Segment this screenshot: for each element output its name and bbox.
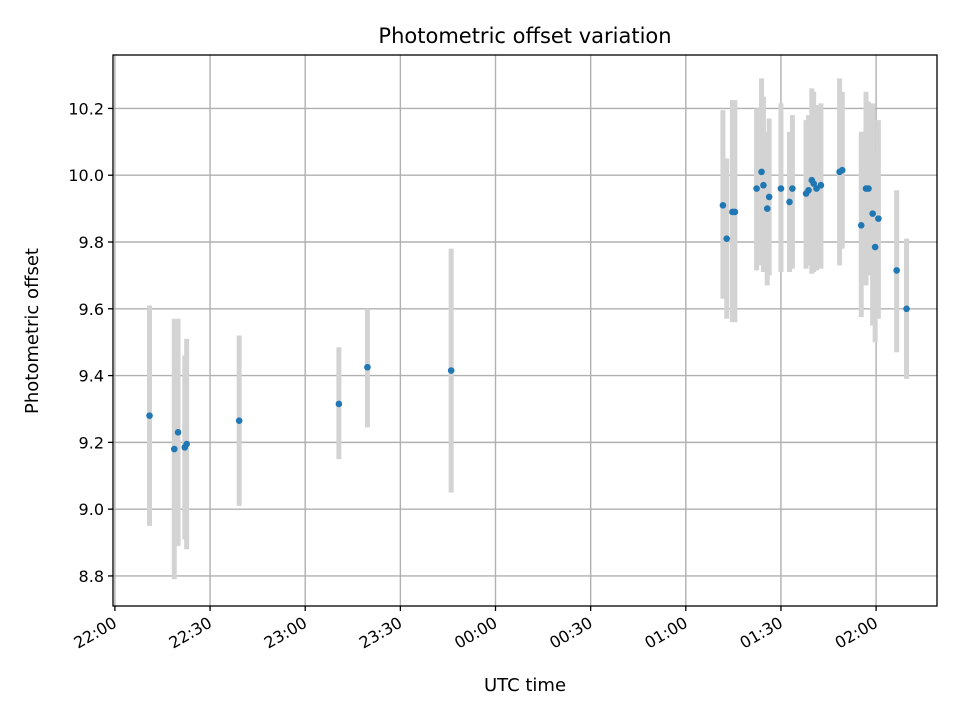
x-tick-label: 01:30 — [737, 613, 786, 653]
data-point — [763, 205, 771, 212]
x-tick-label: 00:00 — [451, 613, 500, 653]
x-tick-label: 01:00 — [641, 613, 690, 653]
data-point — [871, 243, 879, 251]
data-point — [753, 185, 760, 192]
data-point — [731, 208, 739, 216]
x-tick-label: 23:00 — [261, 613, 310, 653]
x-tick-label: 00:30 — [546, 613, 595, 653]
plot-frame — [112, 54, 938, 607]
data-point — [857, 222, 865, 229]
y-axis-label: Photometric offset — [22, 248, 43, 414]
y-tick-label: 9.8 — [79, 233, 104, 252]
y-tick-label: 8.8 — [79, 567, 104, 586]
data-point — [174, 429, 182, 436]
data-point — [817, 181, 825, 189]
data-point — [875, 215, 882, 222]
data-point — [865, 185, 872, 192]
data-point — [810, 180, 817, 187]
x-tick-label: 22:30 — [166, 613, 215, 653]
data-point — [838, 166, 846, 174]
y-tick-label: 9.0 — [79, 500, 104, 519]
data-point — [893, 267, 900, 274]
y-tick-label: 10.2 — [68, 99, 104, 118]
chart-title: Photometric offset variation — [378, 24, 671, 48]
data-point — [805, 186, 812, 194]
data-point — [235, 417, 243, 424]
data-point — [903, 305, 910, 313]
x-axis-label: UTC time — [484, 675, 566, 696]
data-point — [789, 185, 796, 192]
data-point — [364, 363, 371, 371]
data-point — [146, 412, 153, 419]
data-point — [183, 440, 190, 448]
data-point — [869, 210, 876, 217]
data-point — [719, 201, 727, 209]
error-bars — [147, 78, 910, 580]
y-tick-label: 9.4 — [79, 367, 104, 386]
x-axis-ticks: 22:00 22:30 23:00 23:30 00:00 00:30 01:00 01:30… — [70, 606, 881, 653]
x-tick-label: 02:00 — [832, 613, 881, 653]
data-point — [335, 400, 343, 408]
data-point — [765, 193, 773, 201]
data-points — [146, 166, 910, 453]
x-tick-label: 23:30 — [356, 613, 405, 653]
grid — [113, 55, 937, 606]
data-point — [723, 235, 731, 242]
data-point — [758, 168, 765, 176]
data-point — [170, 445, 178, 453]
data-point — [777, 185, 785, 192]
data-point — [760, 181, 767, 189]
y-tick-label: 10.0 — [68, 166, 104, 185]
y-tick-label: 9.2 — [79, 433, 104, 452]
x-tick-label: 22:00 — [70, 613, 119, 653]
y-tick-label: 9.6 — [79, 300, 104, 319]
data-point — [786, 198, 793, 206]
y-axis-ticks: 8.8 9.0 9.2 9.4 9.6 9.8 10.0 10.2 — [68, 99, 113, 586]
data-point — [447, 367, 455, 374]
